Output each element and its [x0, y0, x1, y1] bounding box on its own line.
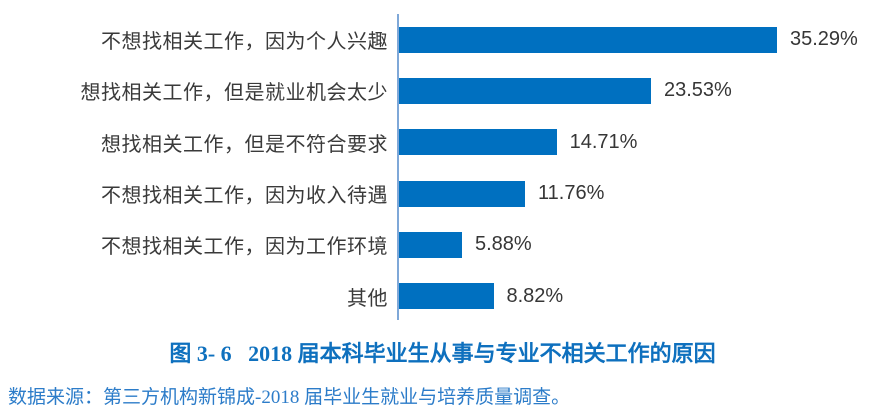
bar-area: 35.29%: [388, 26, 885, 53]
category-label: 不想找相关工作，因为工作环境: [101, 236, 388, 259]
bar-area: 11.76%: [388, 180, 885, 207]
bar: [399, 231, 462, 258]
y-axis-line: [397, 14, 399, 320]
bar-row: 想找相关工作，但是不符合要求 14.71%: [0, 117, 885, 168]
category-label: 不想找相关工作，因为个人兴趣: [101, 31, 388, 54]
bar: [399, 26, 777, 53]
category-label: 不想找相关工作，因为收入待遇: [101, 185, 388, 208]
value-label: 8.82%: [506, 284, 564, 307]
data-source-note: 数据来源：第三方机构新锦成-2018 届毕业生就业与培养质量调查。: [8, 387, 571, 408]
bar-rows: 不想找相关工作，因为个人兴趣 35.29% 想找相关工作，但是就业机会太少 23…: [0, 14, 885, 322]
bar-row: 不想找相关工作，因为收入待遇 11.76%: [0, 168, 885, 219]
bar-area: 14.71%: [388, 129, 885, 156]
value-label: 11.76%: [538, 182, 605, 205]
bar-area: 23.53%: [388, 77, 885, 104]
category-label: 想找相关工作，但是不符合要求: [101, 133, 388, 156]
bar: [399, 283, 494, 310]
value-label: 23.53%: [664, 79, 732, 102]
bar-row: 不想找相关工作，因为工作环境 5.88%: [0, 219, 885, 270]
figure-caption: 图 3- 6 2018 届本科毕业生从事与专业不相关工作的原因: [169, 341, 716, 366]
category-label: 想找相关工作，但是就业机会太少: [80, 82, 388, 105]
value-label: 5.88%: [475, 233, 532, 256]
bar-area: 5.88%: [388, 231, 885, 258]
bar: [399, 77, 651, 104]
value-label: 35.29%: [790, 28, 858, 51]
bar-row: 想找相关工作，但是就业机会太少 23.53%: [0, 65, 885, 116]
bar-area: 8.82%: [388, 283, 885, 310]
bar-row: 其他 8.82%: [0, 271, 885, 322]
category-label: 其他: [347, 287, 388, 310]
bar: [399, 129, 557, 156]
bar: [399, 180, 525, 207]
value-label: 14.71%: [569, 130, 638, 153]
bar-chart: 不想找相关工作，因为个人兴趣 35.29% 想找相关工作，但是就业机会太少 23…: [0, 14, 885, 322]
bar-row: 不想找相关工作，因为个人兴趣 35.29%: [0, 14, 885, 65]
